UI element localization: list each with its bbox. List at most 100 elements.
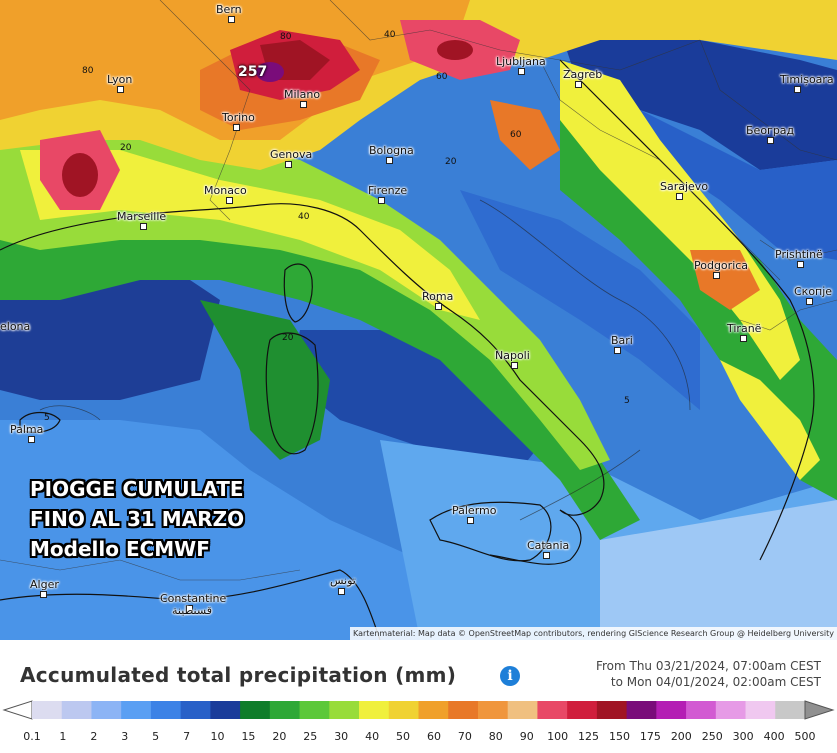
contour-label: 5 [44,413,50,423]
scale-tick-label: 5 [152,730,160,743]
blue-serbia [640,110,837,260]
map-attribution[interactable]: Kartenmaterial: Map data © OpenStreetMap… [349,627,837,640]
city-label: Roma [422,290,454,303]
city-label: Firenze [368,184,408,197]
scale-swatch [150,701,182,719]
contour-label: 60 [510,130,522,140]
scale-tick-label: 30 [334,730,349,743]
city-label: Lyon [107,73,133,86]
city-label: Milano [284,88,321,101]
city-label: Ljubljana [496,55,546,68]
contour-label: 80 [280,32,292,42]
scale-tick-label: 40 [365,730,380,743]
map-overlay-title: PIOGGE CUMULATE FINO AL 31 MARZO Modello… [30,474,244,564]
scale-tick-label: 200 [670,730,692,743]
scale-swatch [61,701,92,719]
borders [0,0,837,581]
time-range-from: From Thu 03/21/2024, 07:00am CEST [595,659,821,673]
city-marker [518,68,525,75]
scale-tick-label: 125 [578,730,600,743]
scale-arrow-left [2,700,33,720]
city-label: Београд [746,124,795,137]
color-scale [2,700,835,720]
city-label: Podgorica [694,259,749,272]
city-marker [117,86,124,93]
scale-arrow-right [804,700,835,720]
city-marker [28,436,35,443]
time-range: From Thu 03/21/2024, 07:00am CEST to Mon… [596,658,821,690]
city-marker [40,591,47,598]
scale-swatch [329,701,360,719]
city-marker [794,86,801,93]
scale-swatch [32,701,63,719]
scale-tick-label: 50 [396,730,411,743]
darkred-massif-central [62,153,98,197]
contour-label: 40 [298,212,310,222]
blue-pannonia [560,30,837,170]
info-icon[interactable]: i [500,666,520,686]
city-marker [226,197,233,204]
contour-lines [39,199,691,521]
scale-tick-label: 100 [547,730,569,743]
scale-swatch [91,701,122,719]
time-range-to: to Mon 04/01/2024, 02:00am CEST [610,675,821,689]
scale-tick-label: 80 [488,730,503,743]
city-label: Monaco [204,184,247,197]
scale-swatch [180,701,211,719]
city-label: Marseille [117,210,167,223]
scale-swatch [567,701,598,719]
contour-label: 20 [120,143,132,153]
contour-label: 20 [282,333,294,343]
sea-medium [0,420,420,640]
city-label: Bern [216,3,242,16]
scale-tick-label: 300 [732,730,754,743]
sea-adriatic [460,190,700,410]
scale-swatch [745,701,776,719]
overlay-line-2: FINO AL 31 MARZO [30,507,245,531]
yellow-band [20,150,480,320]
scale-swatch [388,701,419,719]
scale-swatch [299,701,330,719]
city-marker [378,197,385,204]
scale-swatch [715,701,747,719]
scale-tick-label: 250 [701,730,723,743]
legend-title: Accumulated total precipitation (mm) [20,663,457,687]
contour-label: 5 [624,396,630,406]
yellow-greece [720,360,820,480]
city-label: Prishtinë [775,248,823,261]
city-label: Torino [222,111,255,124]
orange-croatia [490,100,560,170]
city-label: Bologna [369,144,414,157]
city-label: elona [0,320,31,333]
scale-tick-label: 15 [241,730,256,743]
scale-tick-label: 150 [608,730,630,743]
city-label: Скопје [794,285,833,298]
scale-swatch [240,701,271,719]
city-marker [614,347,621,354]
city-label: Palermo [452,504,497,517]
city-label: Tiranë [727,322,762,335]
city-marker [511,362,518,369]
scale-swatch [775,701,806,719]
scale-tick-label: 60 [426,730,441,743]
scale-swatch [596,701,628,719]
scale-tick-label: 7 [183,730,191,743]
sea-light [600,500,837,640]
city-label: Timișoara [780,73,834,86]
scale-tick-label: 2 [90,730,98,743]
contour-label: 40 [384,30,396,40]
scale-tick-label: 90 [519,730,534,743]
darkred-friuli [437,40,473,60]
city-label: تونس [330,574,356,587]
city-label: Constantine [160,592,227,605]
green-sardinia-sea [200,300,330,460]
city-label: قسنطينة [172,604,212,617]
scale-tick-label: 70 [457,730,472,743]
scale-swatch [418,701,449,719]
precipitation-map[interactable]: 80 80 60 40 40 20 20 20 5 5 60 257 Bern … [0,0,837,640]
city-label: Alger [30,578,59,591]
overlay-line-1: PIOGGE CUMULATE [30,477,244,501]
city-marker [467,517,474,524]
city-marker [543,552,550,559]
city-marker [713,272,720,279]
